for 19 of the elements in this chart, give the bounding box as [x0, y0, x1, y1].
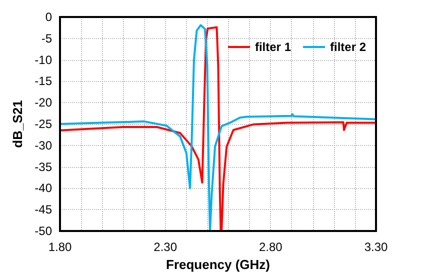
- y-axis-title: dB_S21: [10, 100, 25, 148]
- y-tick-label: -40: [34, 181, 52, 196]
- y-tick-label: -10: [34, 52, 52, 67]
- x-axis-title: Frequency (GHz): [166, 256, 270, 272]
- x-tick-label: 1.80: [48, 240, 72, 254]
- y-tick-label: -5: [41, 31, 52, 46]
- y-tick-label: 0: [45, 10, 52, 24]
- legend-label: filter 1: [254, 40, 292, 54]
- y-tick-label: -30: [34, 138, 52, 152]
- x-tick-label: 2.80: [258, 240, 283, 254]
- x-tick-label: 2.30: [154, 240, 178, 254]
- y-tick-label: -20: [34, 96, 52, 110]
- y-tick-label: -25: [34, 117, 52, 131]
- y-tick-label: -35: [34, 160, 52, 174]
- y-tick-label: -15: [34, 74, 52, 88]
- y-tick-label: -45: [34, 202, 52, 217]
- y-tick-label: -50: [34, 224, 52, 238]
- legend-label: filter 2: [330, 40, 366, 54]
- x-tick-label: 3.30: [364, 240, 388, 254]
